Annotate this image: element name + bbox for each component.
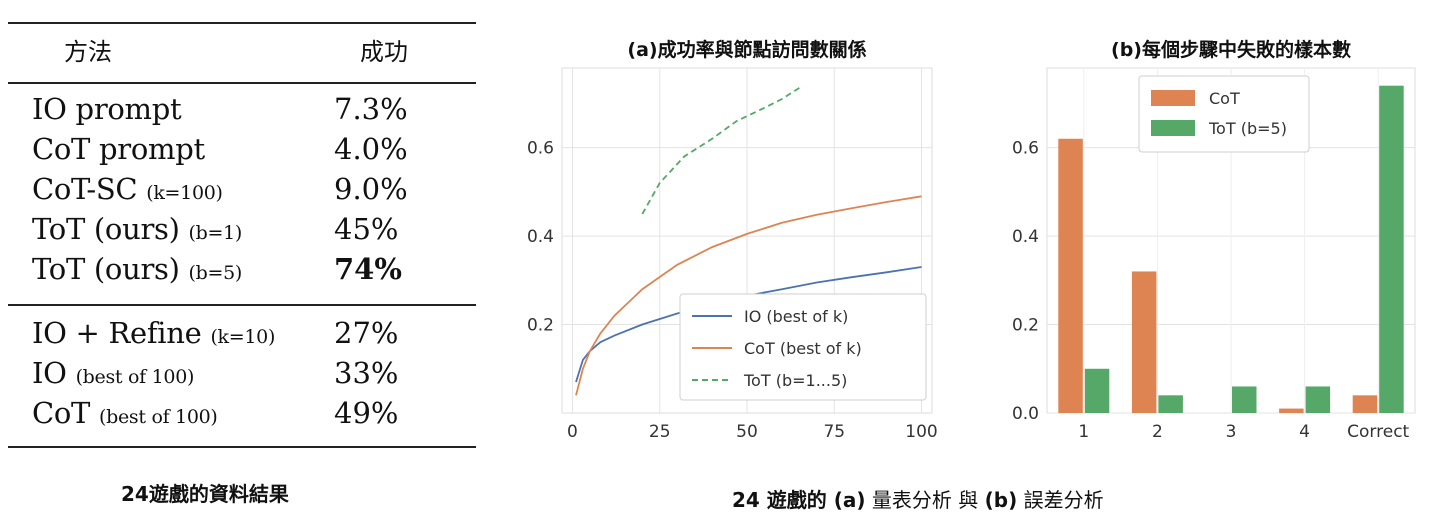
x-tick-label: 25 [649,422,671,442]
legend-label: CoT (best of k) [744,339,862,358]
method-name: CoT prompt [32,132,205,166]
legend [1138,75,1310,153]
y-tick-label: 0.2 [1012,316,1039,336]
bar [1131,271,1157,413]
legend-swatch [1151,120,1195,136]
bar [1379,85,1404,413]
method-cell: CoT prompt [32,132,205,166]
method-cell: CoT-SC (k=100) [32,172,223,206]
table-group-rule [8,304,476,306]
y-tick-label: 0.4 [527,227,554,247]
method-name: IO + Refine [32,316,202,350]
method-cell: ToT (ours) (b=5) [32,252,242,286]
table-row: CoT-SC (k=100) 9.0% [8,172,476,212]
table-row: ToT (ours) (b=1) 45% [8,212,476,252]
y-tick-label: 0.2 [527,316,554,336]
table-row: CoT (best of 100) 49% [8,396,476,436]
method-name: IO prompt [32,92,182,126]
x-tick-label: 100 [905,422,937,442]
x-tick-label: Correct [1347,422,1409,442]
success-cell: 49% [334,396,399,430]
bar [1058,138,1083,413]
success-cell: 7.3% [334,92,408,126]
success-cell: 33% [334,356,399,390]
x-tick-label: 4 [1299,422,1310,442]
method-param: (k=100) [146,182,223,204]
success-cell: 27% [334,316,399,350]
x-tick-label: 1 [1078,422,1089,442]
x-tick-label: 75 [823,422,845,442]
legend-label: ToT (b=1...5) [743,371,847,390]
method-param: (best of 100) [75,366,195,388]
method-param: (best of 100) [99,406,218,428]
legend [679,293,927,401]
table-row: IO prompt 7.3% [8,92,476,132]
table-row: CoT prompt 4.0% [8,132,476,172]
legend-label: ToT (b=5) [1208,119,1287,138]
x-tick-label: 50 [736,422,758,442]
legend-label: IO (best of k) [744,307,848,326]
bar-chart: (b)每個步驟中失敗的樣本數 0.0 0.2 0.4 0.6 1 2 3 4 Correct CoT… [1012,38,1416,442]
method-name: ToT (ours) [32,252,180,286]
bar [1279,408,1304,413]
success-cell: 9.0% [334,172,408,206]
legend-label: CoT [1209,89,1240,108]
y-tick-label: 0.6 [527,139,554,159]
y-tick-label: 0.6 [1012,139,1039,159]
series-line [641,84,804,215]
method-name: CoT [32,396,91,430]
figure-caption: 24 遊戲的 (a) 量表分析 與 (b) 誤差分析 [732,484,1104,513]
method-param: (k=10) [210,326,276,348]
method-cell: IO (best of 100) [32,356,194,390]
line-chart: (a)成功率與節點訪問數關係 0 25 50 75 100 0.2 0.4 0.6 IO (bes… [527,38,938,442]
method-name: IO [32,356,67,390]
table-bottom-rule [8,446,476,448]
table-row: ToT (ours) (b=5) 74% [8,252,476,292]
table-row: IO (best of 100) 33% [8,356,476,396]
method-cell: CoT (best of 100) [32,396,218,430]
success-cell: 4.0% [334,132,408,166]
method-cell: IO + Refine (k=10) [32,316,275,350]
y-tick-label: 0.4 [1012,227,1039,247]
bar [1084,368,1110,413]
figure-caption-part: 24 遊戲的 [732,488,834,512]
bar [1305,386,1331,413]
legend-swatch [1151,90,1195,106]
success-cell: 74% [334,252,402,286]
figure-caption-part: (a) [833,488,866,512]
x-tick-label: 2 [1152,422,1163,442]
chart-title: (a)成功率與節點訪問數關係 [627,38,866,61]
series-line [575,195,922,396]
chart-title: (b)每個步驟中失敗的樣本數 [1111,38,1351,61]
method-cell: IO prompt [32,92,182,126]
method-name: ToT (ours) [32,212,180,246]
table-row: IO + Refine (k=10) 27% [8,316,476,356]
table-top-rule [8,22,476,24]
method-name: CoT-SC [32,172,138,206]
header-method: 方法 [64,38,112,66]
figure-caption-part: 誤差分析 [1017,488,1104,512]
bar [1232,386,1257,413]
y-tick-label: 0.0 [1012,404,1039,424]
x-tick-label: 0 [567,422,578,442]
figure-caption-part: (b) [984,488,1018,512]
method-cell: ToT (ours) (b=1) [32,212,242,246]
method-param: (b=1) [188,222,243,244]
table-header-rule [8,82,476,84]
bar [1352,395,1378,413]
figure-caption-part: 量表分析 與 [865,488,985,512]
bar [1158,395,1183,413]
results-table: 方法 成功 IO prompt 7.3% CoT prompt 4.0% CoT-SC … [8,20,478,450]
success-cell: 45% [334,212,399,246]
table-caption: 24遊戲的資料結果 [121,482,289,506]
header-success: 成功 [360,38,408,66]
method-param: (b=5) [188,262,243,284]
x-tick-label: 3 [1226,422,1237,442]
